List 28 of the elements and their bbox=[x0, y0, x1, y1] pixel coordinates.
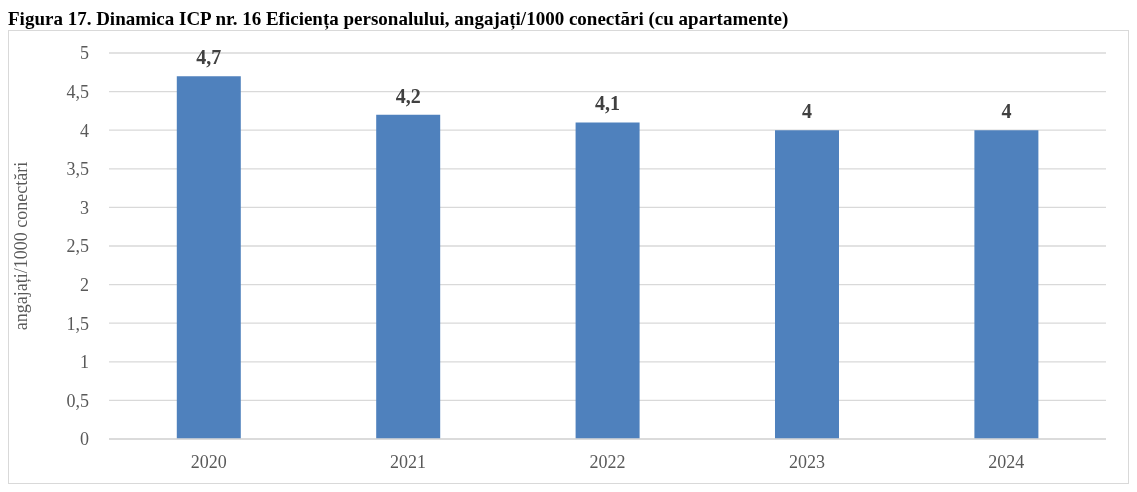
data-label: 4 bbox=[1001, 100, 1012, 123]
y-tick-label: 5 bbox=[80, 43, 89, 64]
data-label: 4 bbox=[802, 100, 812, 123]
y-tick-label: 4 bbox=[80, 120, 89, 141]
y-tick-label: 3,5 bbox=[66, 159, 89, 180]
chart-title: Figura 17. Dinamica ICP nr. 16 Eficiența personalului, angajați/1000 conectări (cu apartamente) bbox=[8, 8, 790, 30]
bar bbox=[575, 122, 640, 439]
x-tick-label: 2022 bbox=[589, 451, 626, 472]
x-tick-label: 2023 bbox=[788, 451, 825, 472]
y-tick-label: 4,5 bbox=[66, 81, 89, 102]
bar bbox=[775, 130, 839, 439]
bar bbox=[974, 130, 1039, 439]
x-tick-label: 2020 bbox=[190, 451, 227, 472]
x-tick-label: 2024 bbox=[988, 451, 1025, 472]
bar bbox=[176, 76, 241, 439]
data-label: 4,7 bbox=[196, 46, 222, 69]
y-tick-label: 1,5 bbox=[66, 313, 89, 334]
x-tick-label: 2021 bbox=[390, 451, 427, 472]
y-tick-label: 2 bbox=[80, 274, 89, 295]
y-tick-label: 0,5 bbox=[66, 390, 89, 411]
y-tick-label: 3 bbox=[80, 197, 89, 218]
y-tick-label: 1 bbox=[80, 352, 89, 373]
y-axis-title: angajați/1000 conectări bbox=[11, 161, 32, 331]
y-tick-label: 0 bbox=[80, 429, 89, 450]
bar bbox=[376, 114, 441, 439]
data-label: 4,2 bbox=[395, 84, 421, 107]
y-tick-label: 2,5 bbox=[66, 236, 89, 257]
data-label: 4,1 bbox=[595, 92, 621, 115]
